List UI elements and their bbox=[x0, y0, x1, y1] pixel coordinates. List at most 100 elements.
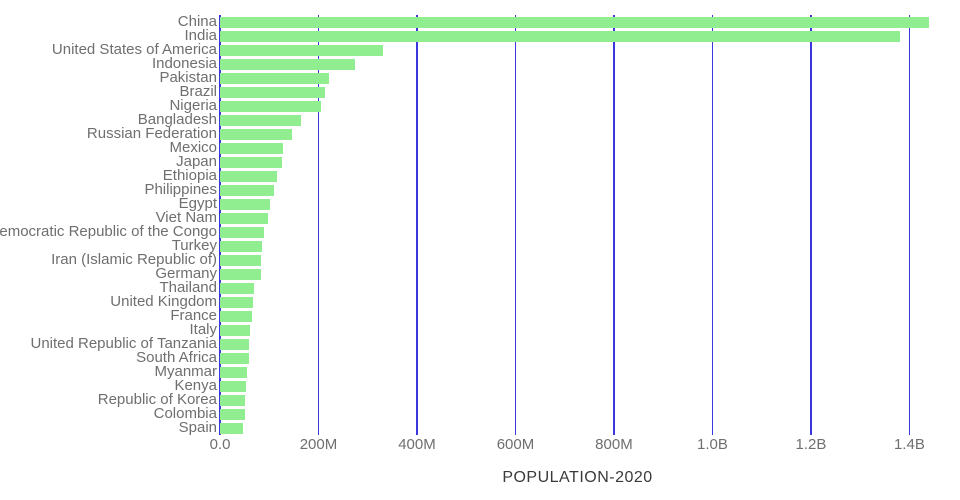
bar bbox=[220, 296, 254, 308]
bar bbox=[220, 184, 274, 196]
category-label-row: Japan bbox=[0, 153, 217, 171]
bar bbox=[220, 16, 929, 28]
bar-row bbox=[220, 127, 935, 141]
bar bbox=[220, 366, 247, 378]
category-label: China bbox=[177, 13, 217, 31]
gridline bbox=[810, 15, 812, 435]
bar-row bbox=[220, 43, 935, 57]
bar-row bbox=[220, 337, 935, 351]
category-label-row: Mexico bbox=[0, 140, 217, 155]
category-label: South Africa bbox=[136, 349, 217, 367]
bar bbox=[220, 44, 383, 56]
gridline bbox=[416, 15, 418, 435]
bar-row bbox=[220, 421, 935, 435]
bar bbox=[220, 240, 262, 252]
category-label-row: Russian Federation bbox=[0, 125, 217, 143]
category-label: Germany bbox=[155, 265, 217, 283]
bar bbox=[220, 114, 302, 126]
category-label: Democratic Republic of the Congo bbox=[0, 223, 217, 241]
gridline bbox=[219, 15, 221, 435]
category-label: Iran (Islamic Republic of) bbox=[51, 251, 217, 269]
category-label-row: Colombia bbox=[0, 406, 217, 421]
x-tick-label: 400M bbox=[398, 436, 436, 453]
bar-row bbox=[220, 407, 935, 421]
category-label: Egypt bbox=[178, 195, 217, 213]
category-label-row: India bbox=[0, 28, 217, 43]
category-label: Russian Federation bbox=[86, 125, 217, 143]
bar-row bbox=[220, 29, 935, 43]
x-tick-label: 200M bbox=[299, 436, 338, 453]
bar-row bbox=[220, 113, 935, 127]
category-label: Brazil bbox=[179, 83, 217, 101]
bar bbox=[220, 422, 244, 434]
category-label-row: Bangladesh bbox=[0, 111, 217, 129]
bar-row bbox=[220, 309, 935, 323]
bar-row bbox=[220, 169, 935, 183]
bar bbox=[220, 268, 262, 280]
bar bbox=[220, 142, 284, 154]
bar bbox=[220, 380, 247, 392]
category-label-row: Brazil bbox=[0, 83, 217, 101]
x-tick-label: 1.0B bbox=[696, 436, 728, 453]
x-tick-label: 600M bbox=[496, 436, 535, 453]
bar-row bbox=[220, 351, 935, 365]
bar bbox=[220, 408, 246, 420]
bar-row bbox=[220, 99, 935, 113]
gridline bbox=[711, 15, 714, 435]
category-label-row: Egypt bbox=[0, 195, 217, 213]
bar-row bbox=[220, 393, 935, 407]
bar-row bbox=[220, 141, 935, 155]
category-label-row: China bbox=[0, 13, 217, 31]
bar bbox=[220, 86, 325, 98]
category-label: Pakistan bbox=[159, 69, 217, 87]
category-label-row: Philippines bbox=[0, 181, 217, 199]
bar bbox=[220, 156, 283, 168]
category-label: Viet Nam bbox=[155, 209, 217, 227]
x-tick-label: 1.4B bbox=[893, 436, 925, 453]
category-label: Turkey bbox=[171, 237, 217, 255]
category-label: Bangladesh bbox=[137, 111, 217, 129]
bar bbox=[220, 338, 250, 350]
bar-row bbox=[220, 267, 935, 281]
bar-row bbox=[220, 365, 935, 379]
gridline bbox=[908, 15, 911, 435]
bar-row bbox=[220, 239, 935, 253]
x-tick-label: 800M bbox=[595, 436, 633, 453]
bar bbox=[220, 170, 277, 182]
x-tick-label: 0.0 bbox=[209, 436, 231, 453]
bar bbox=[220, 310, 253, 322]
bar-row bbox=[220, 225, 935, 239]
x-axis-tick-labels: 0.0 200M 400M 600M 800M 1.0B 1.2B 1.4B bbox=[210, 436, 935, 454]
category-label-row: Thailand bbox=[0, 280, 217, 295]
bar-row bbox=[220, 379, 935, 393]
category-label: Nigeria bbox=[169, 97, 217, 115]
bar-row bbox=[220, 253, 935, 267]
category-label-row: Iran (Islamic Republic of) bbox=[0, 251, 217, 269]
bar-row bbox=[220, 323, 935, 337]
category-label: Myanmar bbox=[154, 363, 217, 381]
bar bbox=[220, 58, 355, 70]
category-label: Republic of Korea bbox=[97, 391, 217, 409]
category-label: Kenya bbox=[174, 377, 217, 395]
category-label: Japan bbox=[176, 153, 217, 171]
bar-row bbox=[220, 155, 935, 169]
category-label: Italy bbox=[189, 321, 217, 339]
category-label: Philippines bbox=[144, 181, 217, 199]
category-label-row: United States of America bbox=[0, 42, 217, 57]
category-label: Indonesia bbox=[151, 55, 217, 73]
bar bbox=[220, 226, 265, 238]
category-label-row: Germany bbox=[0, 265, 217, 283]
x-axis-title: POPULATION-2020 bbox=[502, 469, 653, 486]
bar bbox=[220, 30, 900, 42]
category-label-row: Turkey bbox=[0, 237, 217, 255]
bar-row bbox=[220, 71, 935, 85]
category-label-row: South Africa bbox=[0, 349, 217, 367]
bar-row bbox=[220, 197, 935, 211]
bar bbox=[220, 394, 246, 406]
category-label-row: Republic of Korea bbox=[0, 391, 217, 409]
gridline bbox=[317, 15, 320, 435]
x-tick-label: 1.2B bbox=[795, 436, 827, 453]
bar-row bbox=[220, 295, 935, 309]
bar bbox=[220, 282, 255, 294]
